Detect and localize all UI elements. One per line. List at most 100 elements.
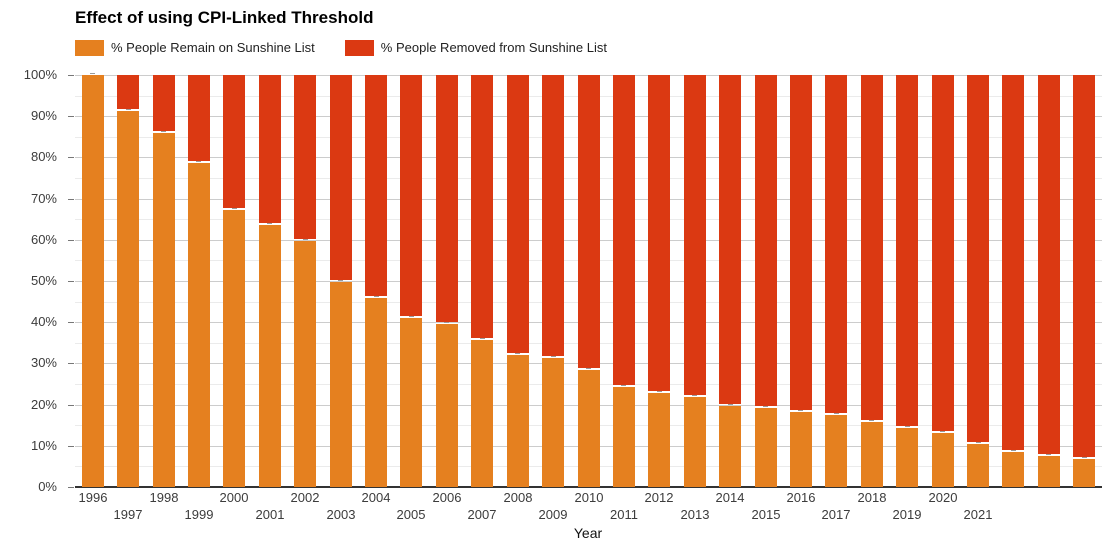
bar-2004-remain[interactable] [365,298,387,487]
bar-2009-remain[interactable] [542,358,564,487]
bar-2009-removed[interactable] [542,75,564,357]
bar-2018-removed[interactable] [861,75,883,420]
x-axis-label-2002: 2002 [290,490,320,505]
bar-2020-remain[interactable] [932,433,954,487]
bar-2017-removed[interactable] [825,75,847,414]
bar-2015-removed[interactable] [755,75,777,407]
bar-2014-separator-notch [728,404,733,405]
bar-2008-removed[interactable] [507,75,529,354]
bar-2014-remain[interactable] [719,405,741,487]
bar-2000-removed[interactable] [223,75,245,208]
bar-2020-separator-notch [940,431,945,432]
bar-2015-separator-notch [763,406,768,407]
bar-1998-remain[interactable] [153,132,175,487]
bar-2016-removed[interactable] [790,75,812,411]
bar-2006-removed[interactable] [436,75,458,323]
y-axis-tick [68,75,74,76]
y-axis-tick-label: 90% [30,108,57,123]
bar-1997-separator-notch [126,109,131,110]
bar-2024-removed[interactable] [1073,75,1095,457]
x-axis-line [75,486,1102,488]
y-axis-tick-label: 40% [30,314,57,329]
bar-2019-removed[interactable] [896,75,918,427]
bar-2011-removed[interactable] [613,75,635,385]
bar-1998-separator-notch [161,131,166,132]
bar-2011-remain[interactable] [613,386,635,487]
bar-2008-remain[interactable] [507,355,529,487]
bar-2015-remain[interactable] [755,408,777,487]
y-axis-tick-label: 0% [38,479,57,494]
bar-2010-removed[interactable] [578,75,600,369]
bar-2008-separator-notch [515,353,520,354]
bar-2007-remain[interactable] [471,339,493,487]
y-axis-tick-label: 100% [23,67,57,82]
bar-2022-separator-notch [1011,450,1016,451]
bar-2011-separator-notch [621,385,626,386]
bar-2012-separator-notch [657,391,662,392]
bar-2010-remain[interactable] [578,370,600,487]
y-axis-tick [68,487,74,488]
bar-2020-removed[interactable] [932,75,954,432]
x-axis-label-2011: 2011 [610,507,638,522]
bar-2001-removed[interactable] [259,75,281,223]
y-axis-tick [68,405,74,406]
x-axis-title: Year [573,525,603,541]
bar-2002-removed[interactable] [294,75,316,240]
bar-2002-remain[interactable] [294,241,316,487]
bar-2003-removed[interactable] [330,75,352,281]
x-axis-label-2021: 2021 [963,507,993,522]
x-axis-label-2004: 2004 [361,490,391,505]
bar-2010-separator-notch [586,368,591,369]
bar-2024-remain[interactable] [1073,458,1095,487]
bar-2000-remain[interactable] [223,209,245,487]
bar-1996-remain[interactable] [82,75,104,487]
bar-2021-separator-notch [976,442,981,443]
bar-1999-remain[interactable] [188,163,210,487]
bar-2001-remain[interactable] [259,224,281,487]
x-axis-label-2008: 2008 [503,490,533,505]
x-axis-label-2019: 2019 [892,507,922,522]
legend-label-remain: % People Remain on Sunshine List [111,40,315,55]
bar-2018-remain[interactable] [861,421,883,487]
x-axis-label-1998: 1998 [149,490,179,505]
bar-1997-removed[interactable] [117,75,139,109]
bar-2021-removed[interactable] [967,75,989,443]
legend-label-removed: % People Removed from Sunshine List [380,40,607,55]
y-axis-tick-label: 80% [30,149,57,164]
bar-2005-removed[interactable] [400,75,422,316]
bar-2014-removed[interactable] [719,75,741,404]
bar-2017-remain[interactable] [825,415,847,487]
bar-2023-remain[interactable] [1038,455,1060,487]
bar-2021-remain[interactable] [967,444,989,487]
bar-2012-remain[interactable] [648,392,670,487]
legend-item-remain: % People Remain on Sunshine List [75,40,315,56]
bar-2005-remain[interactable] [400,317,422,487]
bar-2016-remain[interactable] [790,412,812,487]
bar-2007-removed[interactable] [471,75,493,338]
bar-2022-remain[interactable] [1002,451,1024,487]
legend-item-removed: % People Removed from Sunshine List [344,40,607,56]
bar-1997-remain[interactable] [117,110,139,487]
bar-2013-separator-notch [692,395,697,396]
bar-2019-remain[interactable] [896,428,918,487]
x-axis-label-2006: 2006 [432,490,462,505]
bar-2000-separator-notch [232,208,237,209]
y-axis-tick-label: 20% [30,397,57,412]
bar-1998-removed[interactable] [153,75,175,131]
bar-2013-remain[interactable] [684,397,706,487]
bar-2004-removed[interactable] [365,75,387,297]
bar-2023-removed[interactable] [1038,75,1060,454]
bar-1999-removed[interactable] [188,75,210,162]
x-axis-label-2003: 2003 [326,507,356,522]
bar-1996-separator-notch [90,73,95,74]
bar-2022-removed[interactable] [1002,75,1024,450]
x-axis-label-2016: 2016 [786,490,816,505]
x-axis-label-2017: 2017 [821,507,851,522]
bar-2006-remain[interactable] [436,324,458,487]
bar-2013-removed[interactable] [684,75,706,396]
bar-2016-separator-notch [798,410,803,411]
bar-2003-remain[interactable] [330,282,352,487]
bar-2012-removed[interactable] [648,75,670,391]
